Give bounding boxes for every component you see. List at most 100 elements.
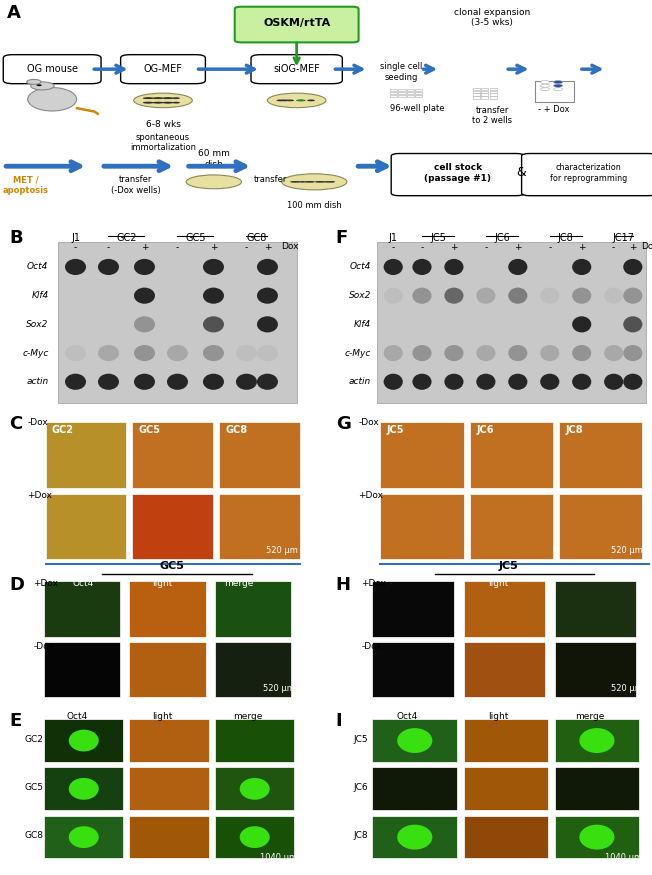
Text: JC5: JC5 [498, 561, 518, 571]
Text: - + Dox: - + Dox [539, 105, 570, 114]
Ellipse shape [203, 316, 224, 332]
Bar [470, 423, 553, 487]
Text: JC8: JC8 [354, 831, 368, 840]
Ellipse shape [146, 97, 154, 99]
Ellipse shape [412, 374, 432, 390]
Text: actin: actin [349, 377, 371, 386]
FancyBboxPatch shape [251, 54, 342, 84]
Bar [372, 581, 454, 637]
Ellipse shape [412, 259, 432, 275]
FancyBboxPatch shape [121, 54, 205, 84]
Bar [464, 642, 545, 696]
Ellipse shape [540, 345, 559, 361]
Text: light: light [153, 712, 173, 721]
Ellipse shape [166, 97, 173, 99]
Ellipse shape [153, 102, 160, 103]
Ellipse shape [572, 316, 591, 332]
Circle shape [554, 84, 563, 88]
Text: single cell
seeding: single cell seeding [380, 62, 422, 82]
Text: &: & [517, 165, 526, 178]
Ellipse shape [604, 345, 623, 361]
Bar [559, 494, 642, 559]
Bar [464, 767, 548, 810]
Ellipse shape [172, 102, 180, 103]
Ellipse shape [476, 288, 496, 304]
Text: c-Myc: c-Myc [344, 348, 371, 358]
Ellipse shape [282, 174, 347, 190]
Text: cell stock
(passage #1): cell stock (passage #1) [424, 164, 491, 183]
Bar [481, 96, 488, 99]
Text: +: + [141, 242, 148, 252]
Ellipse shape [604, 374, 623, 390]
Bar [481, 94, 488, 95]
Text: JC17: JC17 [612, 233, 634, 243]
Text: -: - [176, 242, 179, 252]
Ellipse shape [203, 259, 224, 275]
Text: Dox: Dox [281, 242, 299, 251]
Ellipse shape [412, 288, 432, 304]
Ellipse shape [143, 102, 151, 103]
Bar [490, 94, 497, 95]
Text: F: F [336, 229, 348, 248]
Bar [473, 96, 480, 99]
Text: 520 μm: 520 μm [263, 683, 295, 693]
FancyBboxPatch shape [3, 54, 101, 84]
Text: Klf4: Klf4 [31, 291, 48, 300]
Ellipse shape [572, 374, 591, 390]
Text: Sox2: Sox2 [348, 291, 371, 300]
Ellipse shape [623, 345, 642, 361]
Text: JC5: JC5 [387, 425, 404, 436]
Ellipse shape [98, 374, 119, 390]
Bar [390, 94, 397, 97]
Text: +: + [629, 242, 636, 252]
Text: -: - [484, 242, 488, 252]
Ellipse shape [203, 288, 224, 304]
Bar [132, 494, 213, 559]
Ellipse shape [172, 97, 180, 99]
Bar [490, 96, 497, 99]
Ellipse shape [162, 97, 170, 99]
Bar [130, 816, 209, 858]
Ellipse shape [167, 345, 188, 361]
Text: -: - [421, 242, 424, 252]
Ellipse shape [240, 826, 270, 848]
Bar [490, 91, 497, 93]
Text: 1040 μm: 1040 μm [605, 852, 642, 862]
Bar [372, 719, 457, 762]
Circle shape [541, 80, 550, 84]
Bar [44, 581, 121, 637]
Text: 96-well plate: 96-well plate [390, 104, 445, 113]
Text: merge: merge [233, 712, 263, 721]
Text: -: - [548, 242, 552, 252]
Ellipse shape [383, 288, 403, 304]
Ellipse shape [580, 824, 614, 850]
Bar [215, 581, 291, 637]
Bar [44, 642, 121, 696]
Text: +: + [210, 242, 217, 252]
Bar [130, 642, 206, 696]
Bar [464, 816, 548, 858]
Ellipse shape [509, 374, 527, 390]
Text: clonal expansion
(3-5 wks): clonal expansion (3-5 wks) [454, 8, 530, 27]
Text: OG-MEF: OG-MEF [143, 64, 183, 74]
Circle shape [554, 88, 563, 91]
Bar [130, 719, 209, 762]
Ellipse shape [134, 345, 155, 361]
Text: merge: merge [224, 578, 254, 588]
Ellipse shape [509, 288, 527, 304]
Text: -: - [245, 242, 248, 252]
Bar [555, 719, 639, 762]
Text: +: + [450, 242, 458, 252]
Text: +: + [263, 242, 271, 252]
Text: OSKM/rtTA: OSKM/rtTA [263, 18, 331, 28]
Ellipse shape [307, 100, 315, 102]
Text: GC2: GC2 [24, 735, 43, 744]
Bar [555, 816, 639, 858]
Ellipse shape [329, 181, 335, 183]
Ellipse shape [383, 345, 403, 361]
Ellipse shape [540, 288, 559, 304]
Ellipse shape [445, 374, 464, 390]
Text: Klf4: Klf4 [353, 320, 371, 329]
Text: JC5: JC5 [430, 233, 446, 243]
Text: GC5: GC5 [24, 783, 43, 792]
